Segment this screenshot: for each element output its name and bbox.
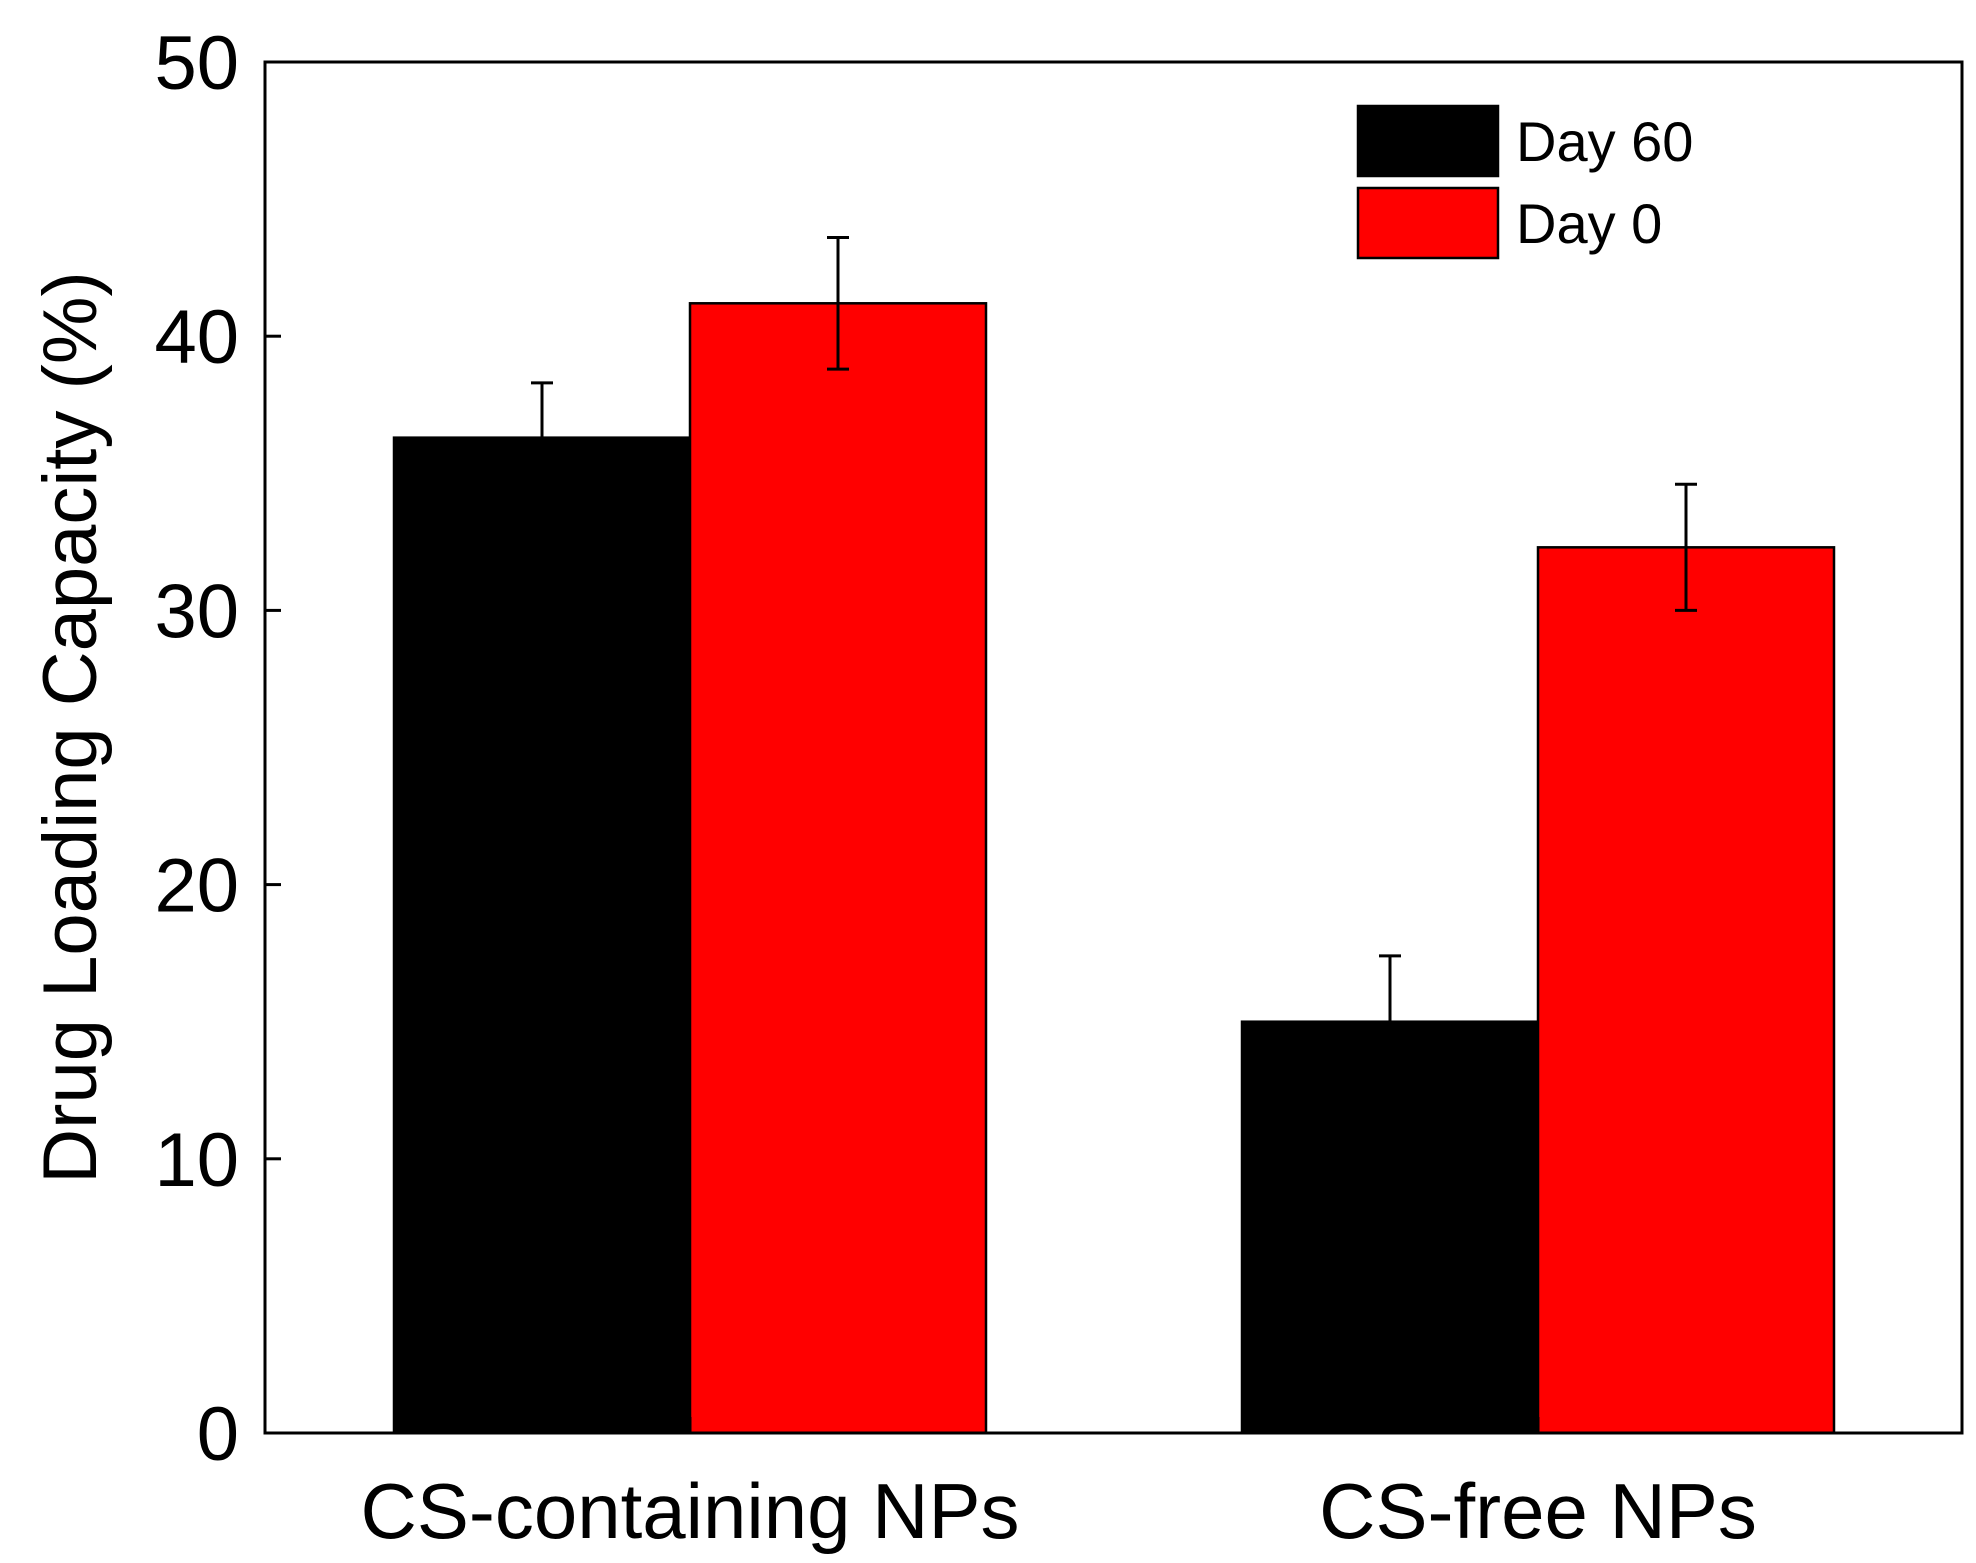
- bars: [392, 302, 1836, 1435]
- y-tick-label: 0: [197, 1392, 239, 1477]
- y-tick-label: 40: [154, 295, 239, 380]
- y-tick-label: 10: [154, 1118, 239, 1203]
- y-axis-title: Drug Loading Capacity (%): [28, 271, 113, 1183]
- legend-label: Day 60: [1516, 110, 1693, 173]
- error-bar: [827, 235, 849, 371]
- bar-day-60: [392, 436, 692, 1435]
- y-axis-ticks: 0 10 20 30 40 50: [154, 21, 281, 1477]
- legend-swatch: [1356, 104, 1500, 178]
- bar-day-0: [688, 302, 988, 1435]
- error-bar: [1379, 954, 1401, 1090]
- error-bar: [1675, 482, 1697, 612]
- error-bars: [531, 235, 1697, 1090]
- y-tick-label: 50: [154, 21, 239, 106]
- bar-day-0: [1536, 546, 1836, 1435]
- legend: Day 60 Day 0: [1356, 104, 1693, 260]
- legend-label: Day 0: [1516, 192, 1662, 255]
- x-tick-label: CS-containing NPs: [361, 1467, 1020, 1555]
- x-axis-labels: CS-containing NPs CS-free NPs: [265, 1417, 1962, 1555]
- error-bar: [531, 381, 553, 494]
- x-tick-label: CS-free NPs: [1319, 1467, 1757, 1555]
- y-tick-label: 30: [154, 569, 239, 654]
- y-tick-label: 20: [154, 844, 239, 929]
- legend-swatch: [1356, 186, 1500, 260]
